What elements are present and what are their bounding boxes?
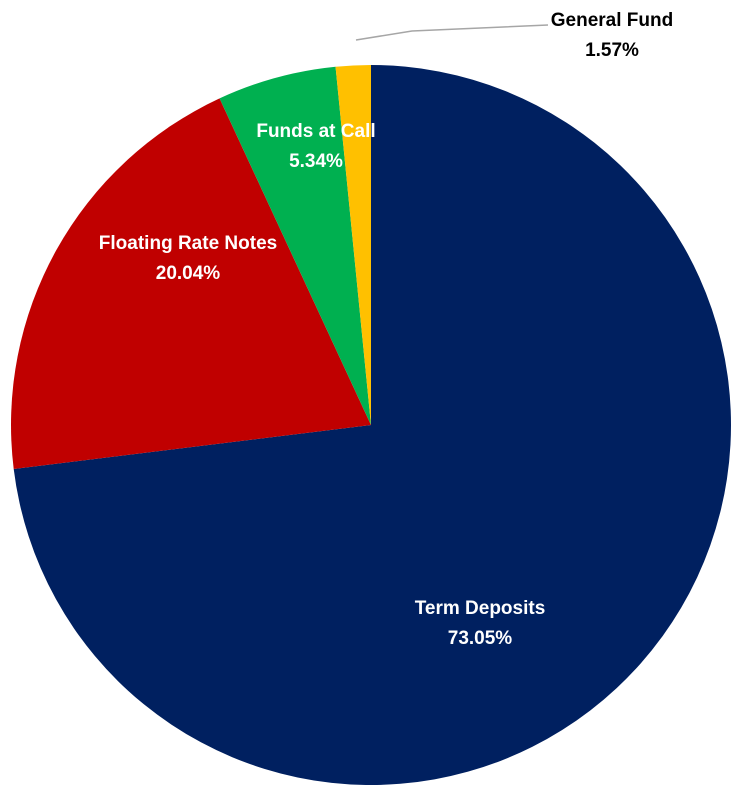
labels-layer: Term Deposits 73.05% Floating Rate Notes 20… bbox=[99, 10, 673, 649]
slice-label-floating-rate-notes: Floating Rate Notes bbox=[99, 233, 277, 254]
pie-slice-term-deposits bbox=[13, 65, 732, 785]
slice-value-label-term-deposits: 73.05% bbox=[448, 628, 513, 649]
slice-label-term-deposits: Term Deposits bbox=[415, 598, 546, 619]
slice-value-label-funds-at-call: 5.34% bbox=[289, 151, 343, 172]
leader-lines-layer bbox=[355, 24, 549, 41]
leader-line-general-fund bbox=[355, 24, 549, 41]
slice-label-funds-at-call: Funds at Call bbox=[256, 121, 375, 142]
pie-slice-general-fund bbox=[335, 65, 371, 425]
slice-value-label-general-fund: 1.57% bbox=[585, 40, 639, 61]
slices-layer bbox=[11, 65, 732, 785]
pie-slice-funds-at-call bbox=[219, 66, 371, 425]
slice-value-label-floating-rate-notes: 20.04% bbox=[156, 263, 221, 284]
slice-label-general-fund: General Fund bbox=[551, 10, 673, 31]
pie-slice-floating-rate-notes bbox=[11, 98, 371, 470]
